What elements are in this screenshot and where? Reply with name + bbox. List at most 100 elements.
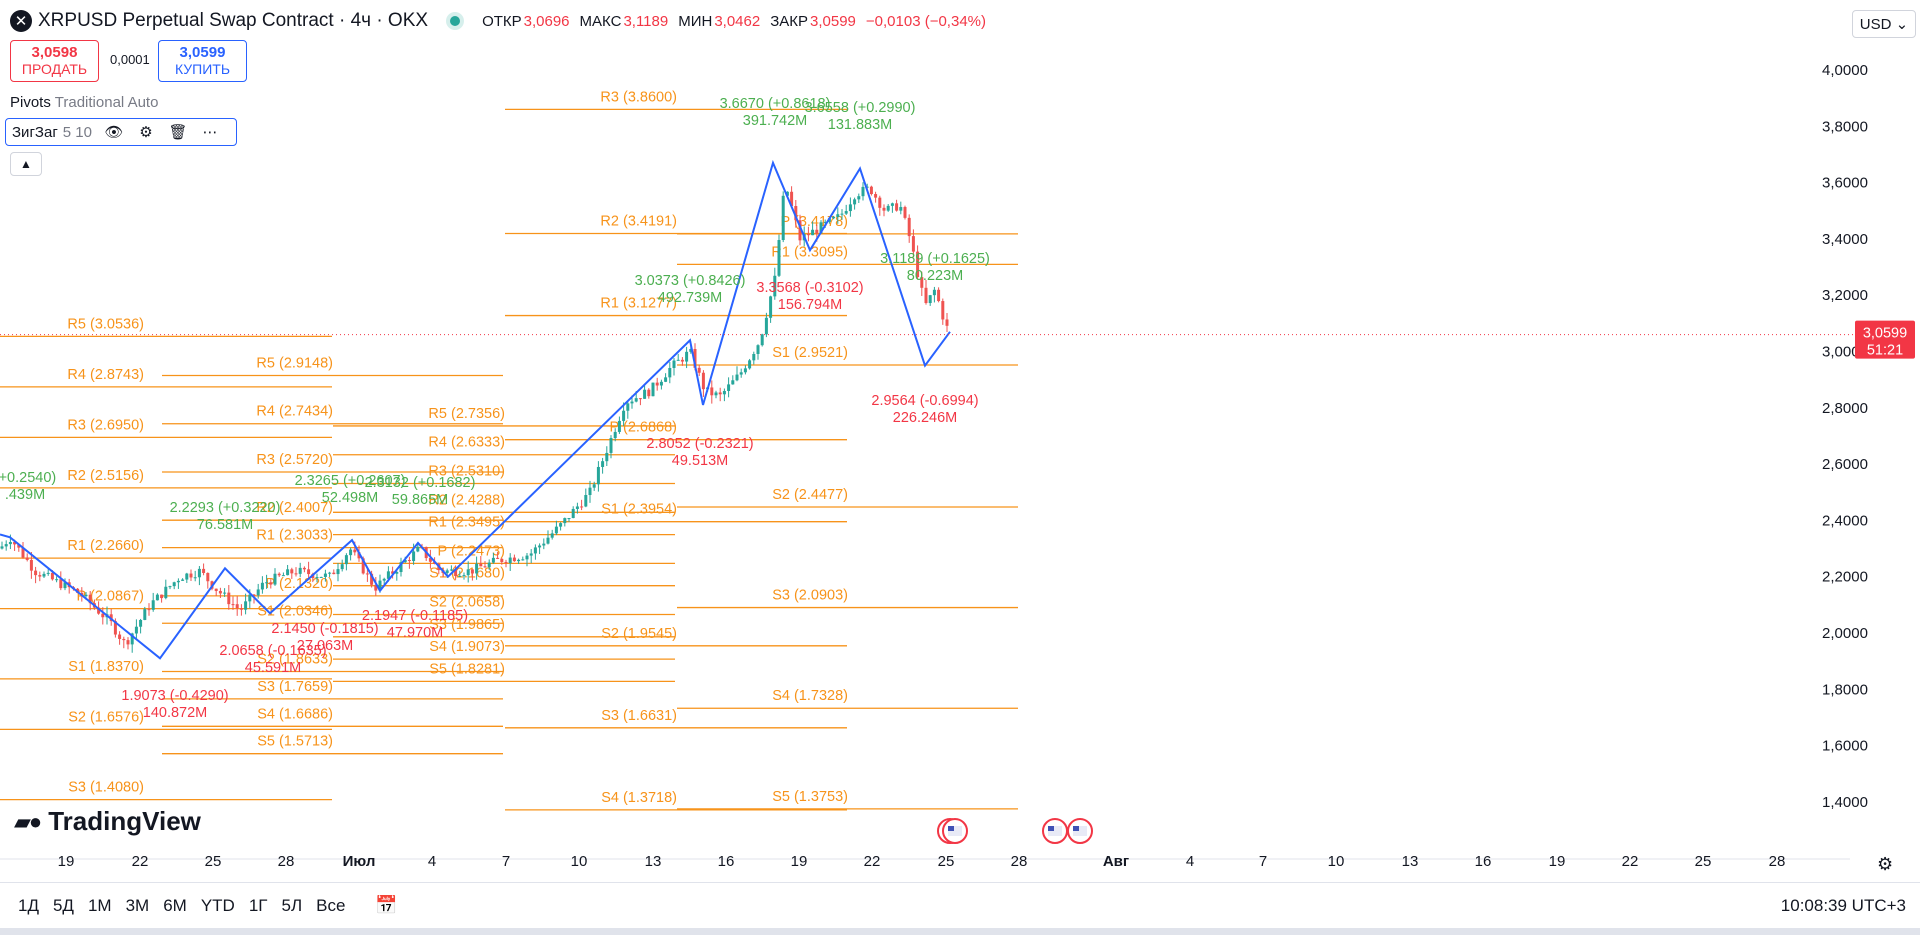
candle-body	[823, 221, 827, 223]
pivot-level-label: P (2.2473)	[438, 543, 505, 559]
pivots-indicator-legend[interactable]: Pivots Traditional Auto	[10, 94, 158, 111]
pivot-level-label: S2 (2.0658)	[429, 594, 505, 610]
candle-body	[454, 569, 458, 576]
candle-body	[290, 569, 294, 574]
pivot-level-label: R2 (3.4191)	[600, 214, 677, 230]
candle-body	[617, 420, 621, 432]
candle-body	[17, 544, 21, 548]
range-5y-button[interactable]: 5Л	[281, 895, 303, 915]
pivots-params: Traditional Auto	[54, 94, 159, 111]
bar-countdown: 51:21	[1867, 343, 1903, 359]
candle-body	[336, 569, 340, 575]
range-all-button[interactable]: Все	[316, 895, 346, 915]
candle-body	[21, 547, 25, 558]
y-tick-label: 1,6000	[1822, 738, 1868, 755]
candle-body	[256, 589, 260, 596]
candle-body	[391, 571, 395, 574]
symbol-title[interactable]: XRPUSD Perpetual Swap Contract · 4ч · OK…	[38, 10, 429, 31]
buy-price: 3,0599	[179, 44, 226, 61]
trash-icon[interactable]: 🗑	[168, 124, 188, 141]
pivot-level-label: S3 (1.4080)	[68, 780, 144, 796]
candle-body	[932, 289, 936, 296]
settings-icon[interactable]: ⚙	[139, 124, 153, 141]
candle-body	[235, 604, 239, 609]
candle-body	[613, 431, 617, 439]
candle-body	[130, 633, 134, 645]
zigzag-volume-label: 27.063M	[297, 638, 353, 654]
candle-body	[840, 213, 844, 215]
range-6m-button[interactable]: 6М	[163, 895, 187, 915]
candle-body	[727, 384, 731, 391]
candle-body	[760, 334, 764, 346]
buy-button[interactable]: 3,0599 КУПИТЬ	[158, 40, 247, 82]
candle-body	[752, 353, 756, 361]
range-1m-button[interactable]: 1М	[87, 895, 112, 915]
bottom-toolbar: 1Д 5Д 1М 3М 6М YTD 1Г 5Л Все 📅 10:08:39 …	[0, 882, 1920, 928]
candle-body	[895, 203, 899, 211]
more-icon[interactable]: ⋯	[202, 124, 218, 141]
clock[interactable]: 10:08:39 UTC+3	[1780, 896, 1906, 915]
candle-body	[819, 222, 823, 234]
pivot-level-label: S3 (1.6631)	[601, 708, 677, 724]
range-3m-button[interactable]: 3М	[125, 895, 150, 915]
open-value: 3,0696	[523, 12, 570, 30]
tradingview-mark-icon: ▰●	[14, 808, 42, 834]
candle-body	[542, 543, 546, 546]
zigzag-indicator-legend[interactable]: ЗигЗаг 5 10 👁 ⚙ 🗑 ⋯	[5, 118, 237, 146]
currency-selector[interactable]: USD ⌄	[1852, 10, 1916, 38]
us-flag-field-icon	[948, 826, 962, 836]
zigzag-volume-label: 59.865M	[392, 492, 448, 508]
pivot-level-label: R1 (3.1277)	[600, 296, 677, 312]
candle-body	[848, 204, 852, 212]
x-tick-label: 22	[1622, 853, 1639, 870]
us-flag-field-icon	[1048, 826, 1062, 836]
pivot-level-label: S5 (1.3753)	[772, 789, 848, 805]
candle-body	[580, 506, 584, 508]
candle-body	[185, 573, 189, 580]
candle-body	[878, 197, 882, 208]
candle-body	[59, 579, 63, 589]
pivot-level-label: S4 (1.3718)	[601, 790, 677, 806]
x-tick-label: 4	[428, 853, 436, 870]
candle-body	[189, 573, 193, 578]
candle-body	[550, 533, 554, 538]
sell-button[interactable]: 3,0598 ПРОДАТЬ	[10, 40, 99, 82]
candle-body	[223, 592, 227, 594]
eye-icon[interactable]: 👁	[104, 124, 124, 141]
range-5d-button[interactable]: 5Д	[52, 895, 74, 915]
open-label: ОТКР	[482, 12, 522, 30]
candle-body	[668, 367, 672, 378]
candle-body	[378, 580, 382, 591]
x-tick-label: 7	[1259, 853, 1267, 870]
last-price-value: 3,0599	[1863, 326, 1907, 342]
candle-body	[899, 207, 903, 211]
collapse-legend-button[interactable]: ▲	[10, 152, 42, 176]
candle-body	[202, 568, 206, 573]
x-tick-label: 22	[132, 853, 149, 870]
pivot-level-label: R4 (2.7434)	[256, 404, 333, 420]
range-1d-button[interactable]: 1Д	[18, 895, 39, 915]
candle-body	[206, 572, 210, 582]
range-ytd-button[interactable]: YTD	[200, 895, 235, 915]
candle-body	[571, 508, 575, 519]
candle-body	[479, 563, 483, 567]
zigzag-volume-label: 492.739M	[658, 290, 723, 306]
candle-body	[147, 609, 151, 611]
zigzag-price-label: 2.1450 (-0.1815)	[271, 621, 378, 637]
high-label: МАКС	[579, 12, 622, 30]
range-1y-button[interactable]: 1Г	[248, 895, 268, 915]
tradingview-logo[interactable]: ▰● TradingView	[14, 806, 201, 837]
candle-body	[139, 619, 143, 627]
candle-body	[470, 569, 474, 574]
candle-body	[790, 191, 794, 207]
axis-settings-icon[interactable]: ⚙	[1877, 854, 1894, 874]
candle-body	[710, 387, 714, 396]
x-tick-label: 28	[1011, 853, 1028, 870]
candle-body	[743, 368, 747, 373]
zigzag-price-label: 3.1189 (+0.1625)	[880, 251, 990, 267]
candle-body	[365, 573, 369, 575]
calendar-range-icon[interactable]: 📅	[375, 895, 398, 915]
zigzag-volume-label: 49.513M	[672, 453, 728, 469]
zigzag-price-label: 2.2293 (+0.3220)	[170, 500, 281, 516]
